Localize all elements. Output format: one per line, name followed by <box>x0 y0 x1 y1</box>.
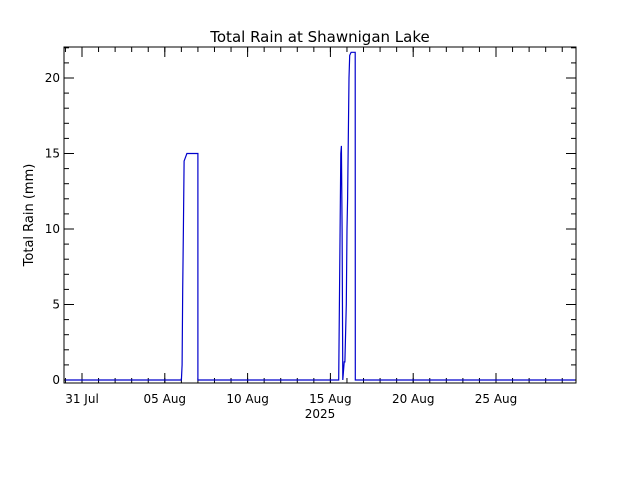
y-tick-label: 10 <box>45 222 60 236</box>
chart-title: Total Rain at Shawnigan Lake <box>209 28 429 46</box>
plot-frame <box>63 46 577 384</box>
series-line-0 <box>65 51 575 381</box>
x-tick-label: 15 Aug <box>309 392 352 406</box>
x-tick-label: 25 Aug <box>475 392 518 406</box>
y-tick-label: 0 <box>52 373 60 387</box>
y-tick-label: 20 <box>45 71 60 85</box>
y-axis-label: Total Rain (mm) <box>22 164 37 268</box>
x-axis-ticks: 31 Jul 05 Aug 10 Aug 15 Aug 20 Aug 25 Aug <box>64 47 563 406</box>
y-tick-label: 5 <box>52 298 60 312</box>
x-tick-label: 05 Aug <box>144 392 187 406</box>
x-axis-year-label: 2025 <box>305 407 336 421</box>
series-group <box>65 51 575 381</box>
x-tick-label: 31 Jul <box>65 392 99 406</box>
y-tick-label: 15 <box>45 147 60 161</box>
x-tick-label: 20 Aug <box>392 392 435 406</box>
x-tick-label: 10 Aug <box>226 392 269 406</box>
y-axis-ticks: 0 5 10 15 20 <box>45 47 576 387</box>
